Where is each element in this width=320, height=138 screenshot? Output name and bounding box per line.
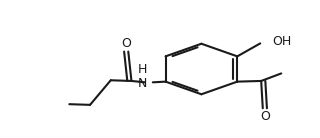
Text: O: O <box>260 110 270 123</box>
Text: N: N <box>138 76 148 90</box>
Text: OH: OH <box>272 35 292 48</box>
Text: O: O <box>121 37 131 50</box>
Text: H: H <box>138 63 148 76</box>
